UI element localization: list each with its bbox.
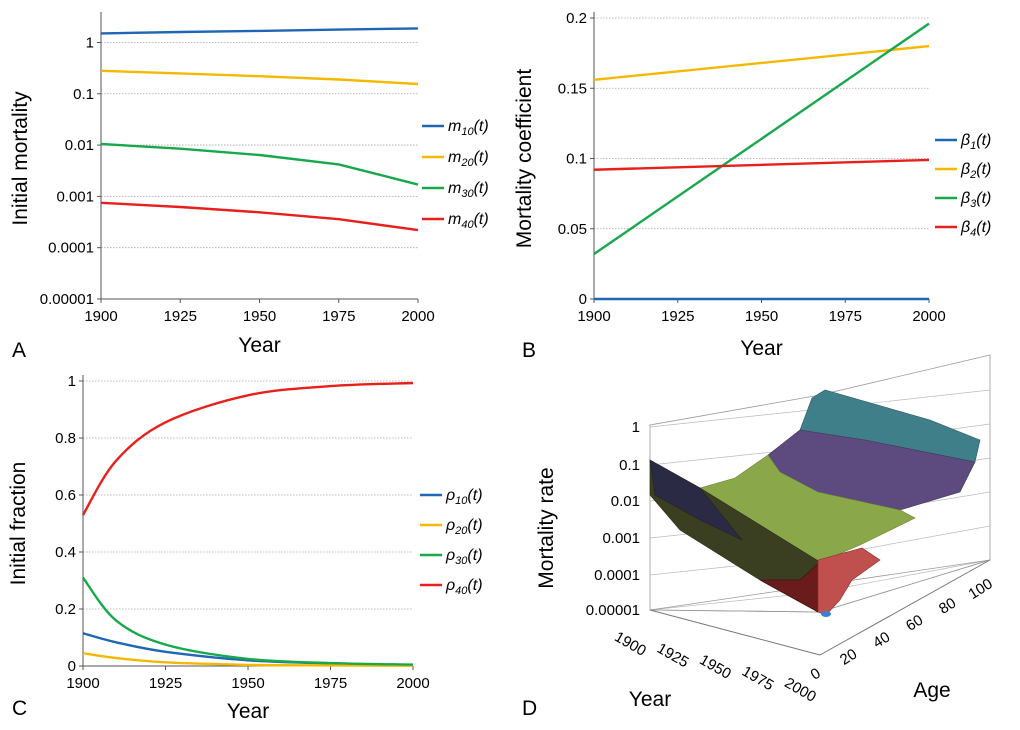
z-tick-label: 0.001 — [602, 530, 640, 547]
panel-b: B 0 0.05 0.1 0.15 0.2 1900 1925 1950 1975 2000 Yea… — [513, 10, 991, 362]
x-tick-label: 1900 — [577, 308, 610, 325]
age-tick-label: 100 — [965, 575, 995, 603]
age-tick-label: 0 — [808, 665, 824, 684]
surface-minimum — [821, 611, 831, 617]
y-tick-label: 0.8 — [55, 430, 76, 447]
x-tick-label: 1900 — [66, 675, 99, 692]
legend-label: m40(t) — [448, 211, 489, 231]
y-tick-label: 0.15 — [558, 80, 587, 97]
x-tick-label: 1950 — [231, 675, 264, 692]
series-line-ρ20 — [82, 651, 414, 667]
series-line-m30 — [100, 142, 419, 186]
panel-c-label: C — [12, 697, 27, 720]
age-tick-label: 40 — [870, 629, 893, 652]
legend-label: ρ10(t) — [445, 487, 483, 507]
series-line-ρ40 — [81, 381, 414, 516]
series-line-m10 — [100, 27, 419, 35]
legend-label: β3(t) — [960, 190, 991, 210]
x-tick-label: 1950 — [745, 308, 778, 325]
series-line-β2 — [593, 44, 930, 82]
surface-band-left — [649, 459, 743, 541]
legend-label: m20(t) — [448, 149, 489, 169]
legend-label: ρ20(t) — [445, 517, 483, 537]
panel-d-label: D — [522, 697, 537, 720]
d-year-axis-label: Year — [629, 688, 671, 711]
surface-band-middle — [699, 454, 916, 563]
z-gridline — [649, 408, 821, 428]
y-axis-label: Initial mortality — [9, 91, 32, 226]
y-tick-label: 0.4 — [55, 544, 76, 561]
panel-a: A 0.00001 0.0001 0.001 0.01 0.1 1 1900 1925 1950… — [9, 12, 489, 362]
legend-label: ρ30(t) — [445, 547, 483, 567]
z-axis-label: Mortality rate — [535, 467, 558, 588]
surface-band-red — [817, 547, 881, 616]
legend-label: m10(t) — [448, 118, 489, 138]
x-tick-label: 2000 — [401, 308, 434, 325]
z-tick-label: 1 — [632, 419, 640, 436]
x-tick-label: 1975 — [829, 308, 862, 325]
panel-d: D 0.00001 0.0001 0.001 0.01 0.1 1 Mortality ra… — [522, 354, 996, 720]
y-tick-label: 1 — [86, 34, 94, 51]
series-line-ρ30 — [82, 576, 414, 666]
y-tick-label: 0 — [579, 291, 587, 308]
x-tick-label: 1925 — [661, 308, 694, 325]
y-tick-label: 0.01 — [65, 137, 94, 154]
age-axis — [819, 559, 991, 656]
x-tick-label: 1950 — [243, 308, 276, 325]
legend-label: β2(t) — [960, 161, 991, 181]
y-tick-label: 0.2 — [566, 10, 587, 27]
y-axis-label: Initial fraction — [7, 462, 30, 586]
age-tick-label: 80 — [936, 595, 959, 618]
x-tick-label: 2000 — [912, 308, 945, 325]
year-tick-label: 1950 — [697, 651, 734, 682]
legend-label: m30(t) — [448, 180, 489, 200]
series-line-m20 — [100, 69, 419, 86]
x-tick-label: 2000 — [396, 675, 429, 692]
y-tick-label: 1 — [68, 373, 76, 390]
age-tick-label: 20 — [837, 646, 860, 669]
z-tick-label: 0.1 — [619, 457, 640, 474]
year-tick-label: 1900 — [612, 628, 649, 659]
z-tick-label: 0.01 — [611, 493, 640, 510]
y-tick-label: 0.1 — [566, 151, 587, 168]
legend-label: β4(t) — [960, 219, 991, 239]
age-tick-label: 60 — [903, 612, 926, 635]
x-tick-label: 1975 — [322, 308, 355, 325]
y-tick-label: 0.2 — [55, 601, 76, 618]
panel-a-label: A — [12, 339, 26, 362]
series-line-β4 — [593, 158, 930, 171]
y-tick-label: 0.6 — [55, 487, 76, 504]
y-tick-label: 0.1 — [73, 86, 94, 103]
d-age-axis-label: Age — [913, 679, 950, 702]
y-tick-label: 0.0001 — [48, 240, 94, 257]
y-tick-label: 0 — [68, 658, 76, 675]
x-tick-label: 1925 — [164, 308, 197, 325]
x-tick-label: 1900 — [84, 308, 117, 325]
z-tick-label: 0.0001 — [594, 567, 640, 584]
y-tick-label: 0.05 — [558, 221, 587, 238]
y-tick-label: 0.001 — [56, 188, 94, 205]
series-line-β3 — [593, 22, 930, 256]
x-axis-label: Year — [740, 337, 782, 360]
panel-c: C 0 0.2 0.4 0.6 0.8 1 1900 1925 1950 1975 2000 Year… — [7, 373, 483, 723]
year-tick-label: 1975 — [739, 663, 776, 694]
year-tick-label: 1925 — [654, 640, 691, 671]
x-axis-label: Year — [227, 700, 269, 723]
legend-label: β1(t) — [960, 132, 991, 152]
year-axis — [649, 609, 821, 656]
x-axis-label: Year — [238, 334, 280, 357]
x-tick-label: 1975 — [314, 675, 347, 692]
z-tick-label: 0.00001 — [586, 602, 640, 619]
y-tick-label: 0.00001 — [40, 291, 94, 308]
y-axis-label: Mortality coefficient — [513, 69, 536, 249]
series-line-m40 — [100, 201, 419, 232]
x-tick-label: 1925 — [149, 675, 182, 692]
legend-label: ρ40(t) — [445, 577, 483, 597]
panel-b-label: B — [522, 339, 536, 362]
